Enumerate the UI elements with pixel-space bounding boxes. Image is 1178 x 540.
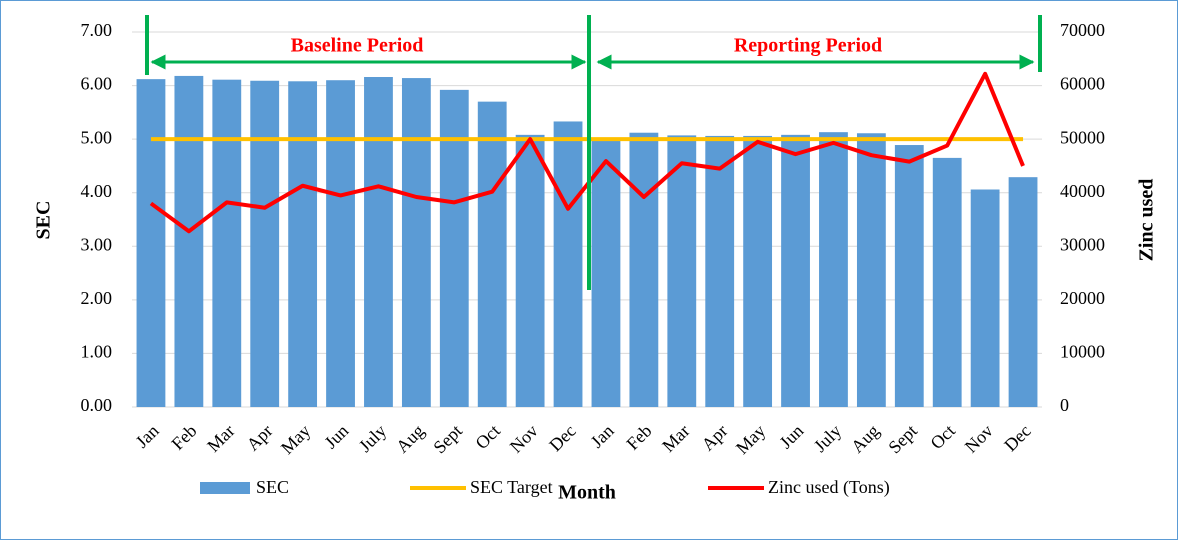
y-tick-label: 7.00 bbox=[81, 20, 113, 40]
x-tick-label: Oct bbox=[471, 421, 504, 454]
bar bbox=[856, 133, 886, 407]
bar bbox=[629, 132, 659, 407]
x-tick-label: Dec bbox=[545, 421, 580, 456]
x-tick-label: Feb bbox=[167, 421, 200, 454]
bar bbox=[743, 135, 773, 407]
x-tick-label: Jan bbox=[587, 421, 618, 452]
bar bbox=[364, 77, 393, 407]
x-tick-label: Apr bbox=[243, 421, 277, 455]
bar bbox=[477, 101, 507, 408]
y2-tick-label: 0 bbox=[1060, 395, 1069, 415]
x-axis-title: Month bbox=[558, 482, 616, 504]
bar bbox=[288, 81, 318, 408]
x-tick-label: Jun bbox=[775, 421, 807, 453]
y2-tick-label: 30000 bbox=[1060, 234, 1105, 254]
y-tick-label: 0.00 bbox=[81, 395, 113, 415]
x-tick-label: Jun bbox=[320, 421, 352, 453]
legend-label: Zinc used (Tons) bbox=[768, 477, 890, 498]
y-tick-label: 2.00 bbox=[81, 288, 113, 308]
x-tick-label: Mar bbox=[203, 421, 238, 456]
x-tick-label: Dec bbox=[1000, 421, 1035, 456]
x-tick-label: Sept bbox=[429, 421, 466, 458]
annotation: Reporting Period bbox=[734, 35, 882, 57]
bar bbox=[591, 140, 621, 407]
x-tick-label: July bbox=[810, 421, 845, 456]
y-tick-label: 1.00 bbox=[81, 342, 113, 362]
bar bbox=[401, 78, 431, 408]
x-tick-label: Apr bbox=[698, 421, 732, 455]
x-tick-label: Nov bbox=[961, 421, 997, 457]
y-tick-label: 6.00 bbox=[81, 74, 113, 94]
y2-tick-label: 20000 bbox=[1060, 288, 1105, 308]
y-tick-label: 5.00 bbox=[81, 127, 113, 147]
bar bbox=[515, 134, 545, 407]
y2-tick-label: 70000 bbox=[1060, 20, 1105, 40]
x-tick-label: Aug bbox=[392, 421, 428, 457]
bar bbox=[781, 134, 810, 407]
x-tick-label: Oct bbox=[926, 421, 959, 454]
x-tick-label: Mar bbox=[658, 421, 693, 456]
x-tick-label: May bbox=[277, 421, 314, 458]
bar bbox=[1008, 177, 1038, 407]
y-tick-label: 3.00 bbox=[81, 234, 113, 254]
y2-tick-label: 60000 bbox=[1060, 74, 1105, 94]
y-tick-label: 4.00 bbox=[81, 181, 113, 201]
bar bbox=[136, 79, 166, 408]
bar bbox=[326, 80, 355, 407]
x-tick-label: Feb bbox=[622, 421, 655, 454]
y2-tick-label: 10000 bbox=[1060, 342, 1105, 362]
legend-label: SEC Target bbox=[470, 477, 553, 497]
bar bbox=[212, 79, 242, 407]
bar bbox=[439, 89, 469, 407]
legend-swatch bbox=[200, 482, 250, 494]
y2-axis-title: Zinc used bbox=[1136, 179, 1158, 262]
bar bbox=[970, 189, 1000, 407]
bar bbox=[553, 121, 583, 407]
x-tick-label: Sept bbox=[884, 421, 921, 458]
bar bbox=[705, 135, 735, 407]
x-tick-label: July bbox=[355, 421, 390, 456]
x-tick-label: Jan bbox=[132, 421, 163, 452]
x-tick-label: Nov bbox=[506, 421, 542, 457]
y-axis-title: SEC bbox=[33, 201, 55, 240]
bar bbox=[250, 80, 280, 407]
y2-tick-label: 50000 bbox=[1060, 127, 1105, 147]
bar bbox=[932, 157, 962, 407]
x-tick-label: Aug bbox=[847, 421, 883, 457]
plot: 0.00 1.00 2.00 3.00 4.00 5.00 6.00 7.00 0 10000 20… bbox=[81, 20, 1106, 498]
annotation: Baseline Period bbox=[291, 35, 424, 57]
x-tick-label: May bbox=[732, 421, 769, 458]
bar bbox=[174, 75, 204, 407]
legend-label: SEC bbox=[256, 477, 289, 497]
bar bbox=[667, 135, 697, 407]
y2-tick-label: 40000 bbox=[1060, 181, 1105, 201]
bar bbox=[819, 132, 848, 407]
bar bbox=[894, 145, 924, 408]
